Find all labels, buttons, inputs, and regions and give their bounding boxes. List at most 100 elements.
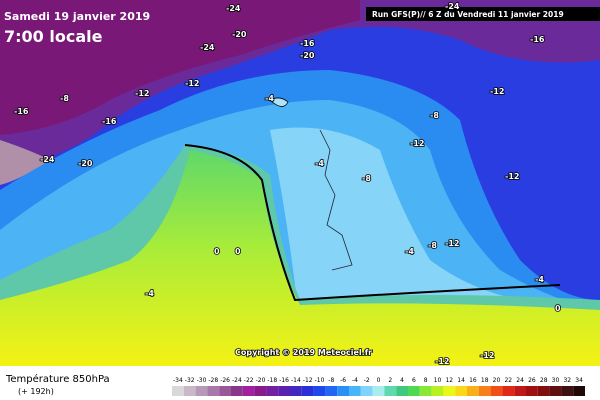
legend-swatch bbox=[325, 386, 338, 396]
legend-swatch bbox=[360, 386, 373, 396]
legend-value: 34 bbox=[575, 377, 583, 384]
legend-value: -32 bbox=[185, 377, 195, 384]
isotherm-label: -16 bbox=[300, 39, 315, 48]
legend-value: 32 bbox=[563, 377, 571, 384]
isotherm-label: -20 bbox=[300, 51, 315, 60]
legend-swatch bbox=[242, 386, 255, 396]
legend-value: -12 bbox=[303, 377, 313, 384]
legend-swatch bbox=[490, 386, 503, 396]
legend-swatch bbox=[207, 386, 220, 396]
legend-swatch bbox=[372, 386, 385, 396]
legend-swatch bbox=[526, 386, 538, 396]
copyright: Copyright © 2019 Meteociel.fr bbox=[235, 348, 372, 357]
zero-isotherm bbox=[184, 144, 561, 302]
legend-value: -2 bbox=[364, 377, 370, 384]
legend-swatch bbox=[172, 386, 184, 396]
legend-value: 2 bbox=[388, 377, 392, 384]
isotherm-label: -24 bbox=[445, 2, 460, 11]
coastline bbox=[319, 129, 353, 271]
legend-swatch bbox=[337, 386, 349, 396]
legend-value: -8 bbox=[328, 377, 334, 384]
legend-swatch bbox=[502, 386, 515, 396]
legend-value: -4 bbox=[352, 377, 358, 384]
run-box bbox=[366, 7, 600, 21]
legend-value: 20 bbox=[493, 377, 501, 384]
legend-value: 16 bbox=[469, 377, 477, 384]
isotherm-label: -24 bbox=[200, 43, 215, 52]
legend-value: 8 bbox=[424, 377, 428, 384]
isotherm-label: -4 bbox=[145, 289, 154, 298]
legend-swatch bbox=[561, 386, 574, 396]
legend-value: 10 bbox=[434, 377, 442, 384]
legend-swatch bbox=[301, 386, 314, 396]
legend-swatch bbox=[231, 386, 243, 396]
legend-swatch bbox=[396, 386, 408, 396]
legend-swatch bbox=[467, 386, 479, 396]
legend-value: -20 bbox=[256, 377, 266, 384]
legend-value: -18 bbox=[267, 377, 277, 384]
isotherm-label: -12 bbox=[480, 351, 494, 360]
isotherm-label: -20 bbox=[78, 159, 93, 168]
legend-value: -34 bbox=[173, 377, 183, 384]
legend-value: 6 bbox=[412, 377, 416, 384]
legend-swatch bbox=[443, 386, 456, 396]
legend-value: 28 bbox=[540, 377, 548, 384]
isotherm-label: -8 bbox=[60, 94, 69, 103]
legend-value: -14 bbox=[291, 377, 301, 384]
isotherm-label: 0 bbox=[235, 247, 241, 256]
isotherm-label: -8 bbox=[428, 241, 437, 250]
legend-swatch bbox=[455, 386, 467, 396]
legend-swatch bbox=[537, 386, 550, 396]
legend-value: -30 bbox=[197, 377, 207, 384]
legend-swatch bbox=[349, 386, 361, 396]
legend-value: 26 bbox=[528, 377, 536, 384]
legend-value: 22 bbox=[504, 377, 512, 384]
isotherm-label: -12 bbox=[410, 139, 424, 148]
legend-swatch bbox=[478, 386, 491, 396]
legend-value: 0 bbox=[377, 377, 381, 384]
very-cold-region bbox=[0, 0, 360, 135]
isotherm-label: 0 bbox=[214, 247, 220, 256]
legend-value: 12 bbox=[445, 377, 453, 384]
run-info: Run GFS(P)// 6 Z du Vendredi 11 janvier … bbox=[372, 10, 564, 19]
isotherm-label: -4 bbox=[405, 247, 414, 256]
legend-lead: (+ 192h) bbox=[18, 387, 54, 396]
isotherm-label: -12 bbox=[490, 87, 504, 96]
isotherm-label: -12 bbox=[435, 357, 449, 366]
time: 7:00 locale bbox=[4, 27, 103, 46]
legend-swatch bbox=[278, 386, 290, 396]
legend-swatch bbox=[408, 386, 420, 396]
isotherm-label: -8 bbox=[362, 174, 371, 183]
legend-swatch bbox=[290, 386, 302, 396]
legend-swatch bbox=[573, 386, 585, 396]
isotherm-label: 0 bbox=[555, 304, 561, 313]
legend-swatch bbox=[254, 386, 267, 396]
legend-swatch bbox=[384, 386, 397, 396]
isotherm-label: -12 bbox=[505, 172, 519, 181]
isotherm-label: -12 bbox=[445, 239, 459, 248]
legend-swatch bbox=[431, 386, 444, 396]
isotherm-label: -16 bbox=[530, 35, 545, 44]
legend-swatch bbox=[549, 386, 562, 396]
legend-value: -28 bbox=[208, 377, 218, 384]
legend-swatch bbox=[313, 386, 326, 396]
isotherm-label: -4 bbox=[265, 94, 274, 103]
legend-title: Température 850hPa bbox=[5, 373, 110, 385]
isotherm-label: -12 bbox=[185, 79, 199, 88]
legend-swatch bbox=[195, 386, 208, 396]
mild-region bbox=[270, 127, 520, 330]
legend-value: 30 bbox=[552, 377, 560, 384]
isotherm-label: -8 bbox=[430, 111, 439, 120]
isotherm-label: -4 bbox=[315, 159, 324, 168]
legend-swatch bbox=[183, 386, 196, 396]
isotherm-label: -24 bbox=[40, 155, 55, 164]
island bbox=[269, 97, 289, 107]
date: Samedi 19 janvier 2019 bbox=[4, 10, 150, 23]
isotherm-label: -16 bbox=[14, 107, 29, 116]
legend-swatch bbox=[266, 386, 279, 396]
isotherm-label: -16 bbox=[102, 117, 117, 126]
legend-value: 14 bbox=[457, 377, 465, 384]
legend-value: -10 bbox=[315, 377, 325, 384]
